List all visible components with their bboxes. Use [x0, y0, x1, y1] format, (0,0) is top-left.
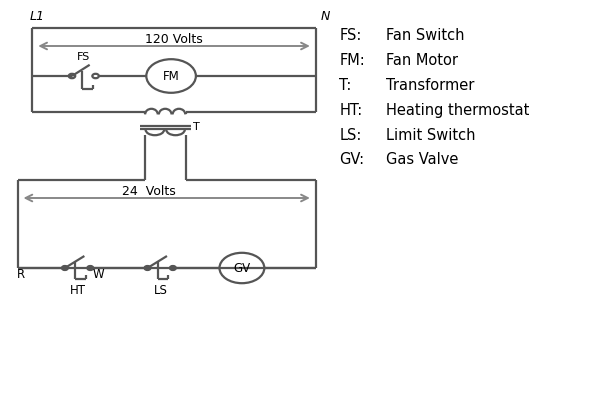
Text: R: R — [17, 268, 25, 281]
Text: HT: HT — [70, 284, 86, 297]
Text: T: T — [193, 122, 199, 132]
Text: 24  Volts: 24 Volts — [122, 185, 176, 198]
Text: N: N — [320, 10, 330, 23]
Text: Heating thermostat: Heating thermostat — [386, 103, 530, 118]
Text: LS:: LS: — [339, 128, 362, 143]
Text: FS:: FS: — [339, 28, 362, 44]
Text: FS: FS — [77, 52, 90, 62]
Text: W: W — [93, 268, 104, 281]
Text: T:: T: — [339, 78, 352, 93]
Text: GV: GV — [233, 262, 251, 274]
Text: FM: FM — [163, 70, 179, 82]
Text: HT:: HT: — [339, 103, 362, 118]
Text: FM:: FM: — [339, 53, 365, 68]
Text: L1: L1 — [30, 10, 44, 23]
Text: Fan Motor: Fan Motor — [386, 53, 458, 68]
Text: GV:: GV: — [339, 152, 365, 168]
Text: 120 Volts: 120 Volts — [145, 33, 203, 46]
Text: Transformer: Transformer — [386, 78, 475, 93]
Text: Gas Valve: Gas Valve — [386, 152, 459, 168]
Text: Fan Switch: Fan Switch — [386, 28, 465, 44]
Text: LS: LS — [153, 284, 168, 297]
Text: Limit Switch: Limit Switch — [386, 128, 476, 143]
